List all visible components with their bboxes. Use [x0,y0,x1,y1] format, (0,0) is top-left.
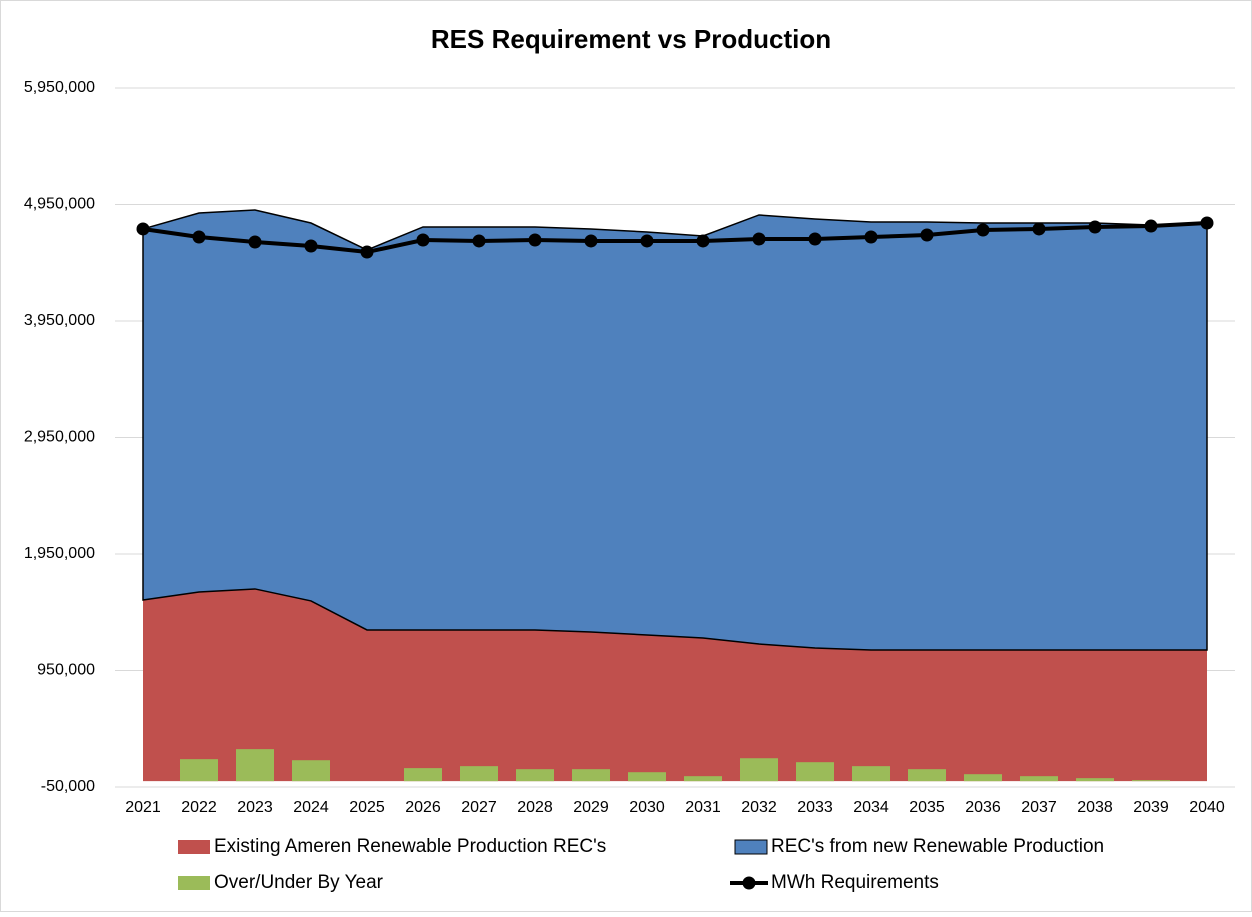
bar [852,766,890,782]
marker [1032,222,1046,236]
x-tick-label: 2024 [293,799,329,816]
marker [472,234,486,248]
marker [416,233,430,247]
x-tick-label: 2027 [461,799,497,816]
x-tick-label: 2037 [1021,799,1057,816]
marker [1200,216,1214,230]
legend-label: MWh Requirements [771,872,939,893]
x-tick-label: 2028 [517,799,553,816]
y-tick-label: 950,000 [37,662,95,679]
x-tick-label: 2035 [909,799,945,816]
marker [920,228,934,242]
legend-swatch [178,840,210,854]
x-tick-label: 2030 [629,799,665,816]
x-tick-label: 2021 [125,799,161,816]
x-tick-label: 2039 [1133,799,1169,816]
marker [640,234,654,248]
x-tick-label: 2025 [349,799,385,816]
bar [1020,776,1058,782]
y-tick-label: 1,950,000 [24,545,95,562]
marker [808,232,822,246]
bar [404,768,442,782]
bar [908,769,946,782]
x-tick-label: 2032 [741,799,777,816]
bar [628,772,666,782]
legend-swatch [734,839,768,855]
bar [796,762,834,782]
y-tick-label: 3,950,000 [24,312,95,329]
legend-label: Over/Under By Year [214,872,384,893]
bar [516,769,554,782]
x-tick-label: 2022 [181,799,217,816]
chart-title: RES Requirement vs Production [431,24,831,54]
x-tick-label: 2023 [237,799,273,816]
marker [360,245,374,259]
y-tick-label: 2,950,000 [24,429,95,446]
area [143,588,1207,782]
marker [136,222,150,236]
marker [304,239,318,253]
bar [292,760,330,782]
marker [976,223,990,237]
legend-label: REC's from new Renewable Production [771,836,1104,857]
line [142,221,1208,255]
bar [460,766,498,782]
legend-swatch [178,876,210,890]
marker [752,232,766,246]
y-tick-label: 4,950,000 [24,196,95,213]
marker [1144,219,1158,233]
x-tick-label: 2029 [573,799,609,816]
bar [180,759,218,782]
marker [864,230,878,244]
marker [584,234,598,248]
marker [528,233,542,247]
marker [248,235,262,249]
marker [696,234,710,248]
x-tick-label: 2040 [1189,799,1225,816]
bar [1076,778,1114,782]
legend-label: Existing Ameren Renewable Production REC… [214,836,606,857]
bar [572,769,610,782]
marker [192,230,206,244]
x-tick-label: 2034 [853,799,889,816]
marker [1088,220,1102,234]
y-tick-label: -50,000 [41,778,95,795]
x-tick-label: 2036 [965,799,1001,816]
x-tick-label: 2031 [685,799,721,816]
area [142,209,1208,651]
x-tick-label: 2033 [797,799,833,816]
bar [236,749,274,782]
bar [740,758,778,782]
y-tick-label: 5,950,000 [24,79,95,96]
legend-marker [742,876,756,890]
bar [684,776,722,782]
bar [964,774,1002,782]
x-tick-label: 2026 [405,799,441,816]
x-tick-label: 2038 [1077,799,1113,816]
bar [1132,780,1170,782]
